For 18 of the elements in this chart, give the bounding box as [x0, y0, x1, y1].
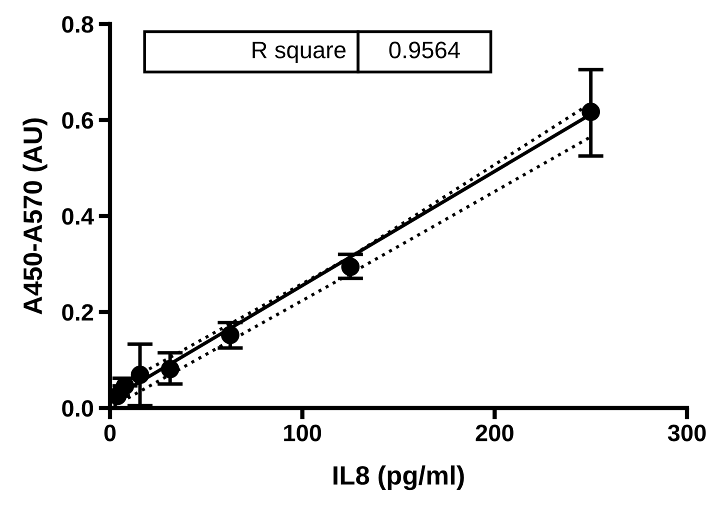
x-tick-label: 300 — [668, 424, 706, 442]
y-tick-label: 0.4 — [62, 208, 94, 225]
point — [130, 366, 150, 384]
x-tick-label: 100 — [284, 424, 322, 442]
annotation: 0.9564 — [389, 42, 460, 58]
point — [582, 102, 600, 122]
y-tick-label: 0.6 — [62, 112, 94, 129]
x-tick-label: 200 — [476, 424, 514, 442]
y-tick-label: 0.2 — [62, 304, 94, 321]
point — [341, 258, 360, 276]
x-tick-label: 0 — [104, 424, 116, 442]
y-axis-title: A450-A570 (AU) — [22, 118, 48, 314]
point — [160, 360, 180, 378]
annotation: R square — [252, 42, 346, 64]
y-tick-label: 0.8 — [62, 16, 94, 33]
x-axis-title: IL8 (pg/ml) — [334, 465, 464, 490]
y-tick-label: 0.0 — [62, 400, 94, 417]
point — [221, 326, 240, 344]
